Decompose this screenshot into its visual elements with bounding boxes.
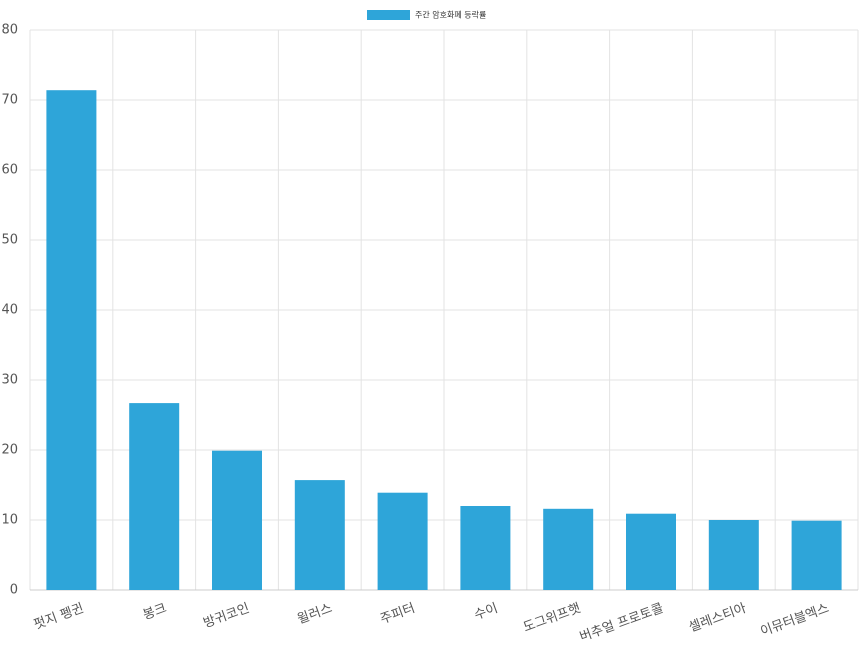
y-tick-label: 10 <box>1 513 18 528</box>
legend-label: 주간 암호화폐 등락률 <box>415 10 486 20</box>
x-tick-label: 수이 <box>472 601 500 623</box>
y-tick-label: 0 <box>10 583 18 598</box>
x-tick-label: 이뮤터블엑스 <box>759 601 832 640</box>
bar <box>294 480 345 590</box>
bar <box>791 520 842 590</box>
y-tick-label: 40 <box>1 303 18 318</box>
x-tick-label: 방귀코인 <box>201 601 251 631</box>
bar <box>212 450 262 590</box>
x-tick-label: 주피터 <box>378 601 417 627</box>
y-tick-label: 80 <box>1 23 18 38</box>
y-tick-label: 50 <box>1 233 18 248</box>
x-tick-label: 윌러스 <box>296 601 335 627</box>
x-tick-label: 셀레스티아 <box>687 601 748 636</box>
bar <box>626 513 676 590</box>
bar <box>46 90 97 590</box>
x-tick-label: 봉크 <box>141 601 169 623</box>
y-tick-label: 70 <box>1 93 18 108</box>
x-tick-label: 펏지 펭귄 <box>32 601 86 633</box>
bar <box>543 508 594 590</box>
y-tick-label: 30 <box>1 373 18 388</box>
bar <box>129 403 180 590</box>
bar <box>377 492 428 590</box>
bar <box>460 506 511 590</box>
x-tick-label: 버추얼 프로토콜 <box>578 601 666 645</box>
y-tick-label: 20 <box>1 443 18 458</box>
bar <box>708 520 759 590</box>
x-tick-label: 도그위프햇 <box>521 600 583 636</box>
y-tick-label: 60 <box>1 163 18 178</box>
legend-swatch <box>367 10 410 20</box>
